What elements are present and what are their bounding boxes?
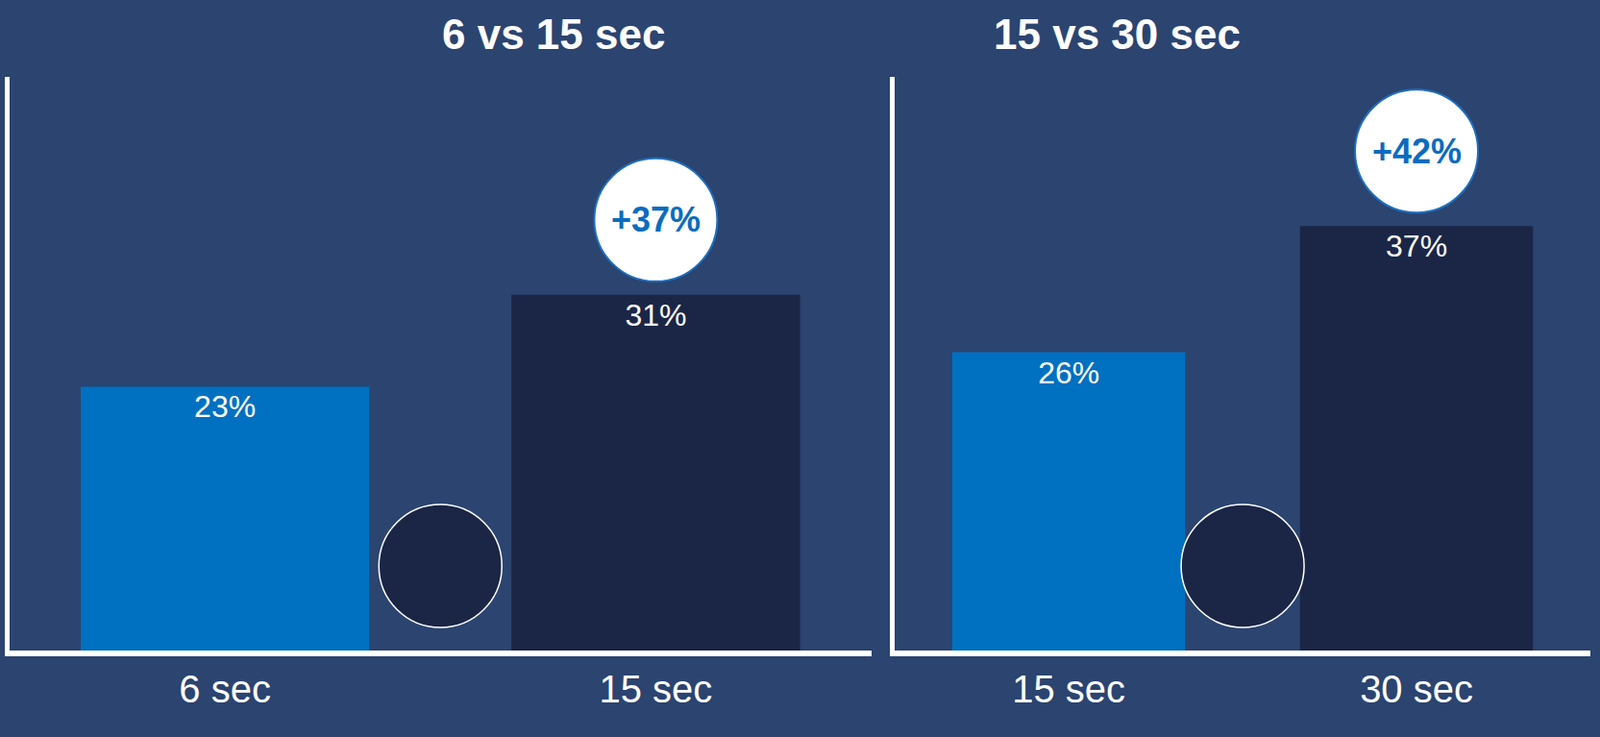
- svg-text:23%: 23%: [194, 389, 256, 424]
- svg-text:6 vs 15 sec: 6 vs 15 sec: [442, 10, 665, 58]
- svg-text:37%: 37%: [1385, 228, 1448, 264]
- svg-text:+42%: +42%: [1372, 131, 1462, 172]
- svg-text:30 sec: 30 sec: [1359, 667, 1474, 711]
- svg-text:26%: 26%: [1037, 355, 1100, 391]
- svg-text:15 sec: 15 sec: [1011, 667, 1126, 711]
- svg-text:6 sec: 6 sec: [178, 667, 271, 711]
- svg-text:31%: 31%: [624, 297, 687, 333]
- svg-text:15 vs 30 sec: 15 vs 30 sec: [993, 10, 1241, 58]
- svg-text:+37%: +37%: [611, 199, 701, 240]
- svg-text:15 sec: 15 sec: [598, 667, 713, 711]
